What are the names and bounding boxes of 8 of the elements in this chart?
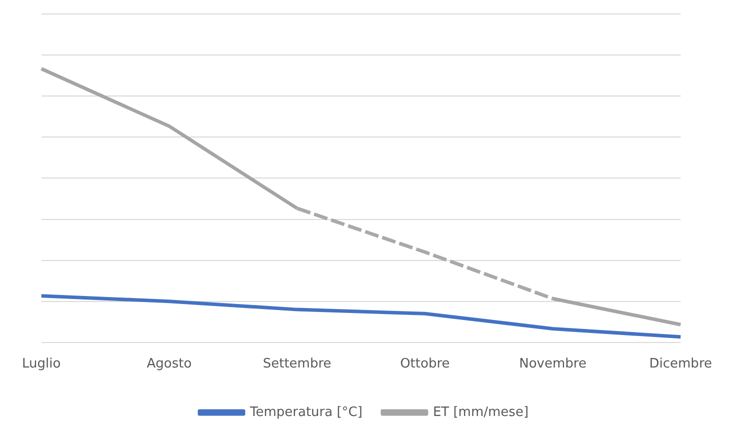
x-tick-label: Agosto <box>146 356 192 372</box>
x-tick-label: Dicembre <box>649 356 712 372</box>
x-tick-label: Luglio <box>22 356 61 372</box>
x-tick-label: Settembre <box>262 356 332 372</box>
x-tick-label: Ottobre <box>400 356 450 372</box>
legend-label: Temperatura [°C] <box>248 404 362 420</box>
x-tick-label: Novembre <box>519 356 586 372</box>
legend-label: ET [mm/mese] <box>432 404 529 420</box>
